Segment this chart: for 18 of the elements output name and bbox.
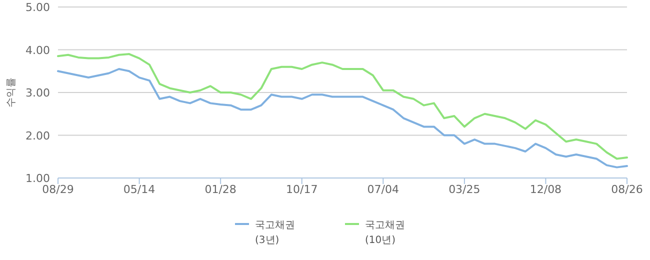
- x-tick-label: 03/25: [448, 183, 480, 196]
- y-tick-label: 3.00: [26, 86, 50, 100]
- x-tick-label: 01/28: [204, 183, 236, 196]
- legend-label: 국고채권 (10년): [365, 220, 405, 246]
- x-tick-label: 07/04: [367, 183, 399, 196]
- y-tick-label: 1.00: [26, 172, 50, 185]
- x-tick-label: 08/26: [611, 183, 643, 196]
- y-tick-label: 2.00: [26, 129, 50, 142]
- x-tick-label: 10/17: [286, 183, 318, 196]
- line-series: [57, 68, 628, 168]
- y-axis-title: 수익률: [6, 78, 17, 108]
- y-tick-label: 4.00: [26, 44, 50, 57]
- x-tick-label: 12/08: [530, 183, 562, 196]
- y-tick-label: 5.00: [26, 1, 50, 14]
- x-tick-label: 08/29: [42, 183, 74, 196]
- x-tick-label: 05/14: [123, 183, 156, 196]
- legend-label: 국고채권 (3년): [255, 220, 295, 246]
- line-series: [57, 53, 628, 160]
